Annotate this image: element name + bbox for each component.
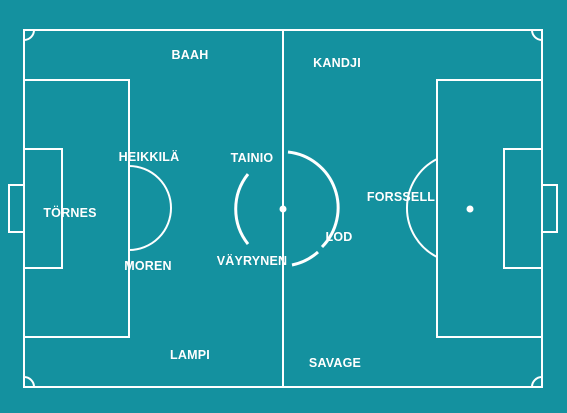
right-penalty-spot bbox=[466, 205, 474, 213]
right-goal bbox=[541, 184, 558, 233]
corner-arc-top-right bbox=[531, 29, 543, 41]
center-circle-bottom-arc bbox=[291, 250, 319, 267]
player-moren: MOREN bbox=[124, 258, 172, 273]
left-goal bbox=[8, 184, 25, 233]
right-penalty-area bbox=[436, 79, 543, 338]
center-circle-right-arc bbox=[287, 150, 340, 249]
player-heikkila: HEIKKILÄ bbox=[118, 149, 180, 164]
corner-arc-bottom-right bbox=[531, 376, 543, 388]
right-penalty-arc bbox=[405, 158, 438, 258]
center-spot bbox=[279, 205, 287, 213]
left-penalty-arc bbox=[128, 165, 172, 251]
right-goal-area bbox=[503, 148, 543, 269]
player-baah: BAAH bbox=[171, 47, 209, 62]
player-lampi: LAMPI bbox=[170, 347, 210, 362]
player-kandji: KANDJI bbox=[313, 55, 361, 70]
corner-arc-top-left bbox=[23, 29, 35, 41]
player-savage: SAVAGE bbox=[308, 355, 362, 370]
player-forssell: FORSSELL bbox=[366, 189, 436, 204]
player-tornes: TÖRNES bbox=[43, 205, 97, 220]
center-circle-left-arc bbox=[234, 173, 250, 245]
player-vayrynen: VÄYRYNEN bbox=[216, 253, 288, 268]
corner-arc-bottom-left bbox=[23, 376, 35, 388]
player-lod: LOD bbox=[325, 229, 353, 244]
player-tainio: TAINIO bbox=[230, 150, 274, 165]
